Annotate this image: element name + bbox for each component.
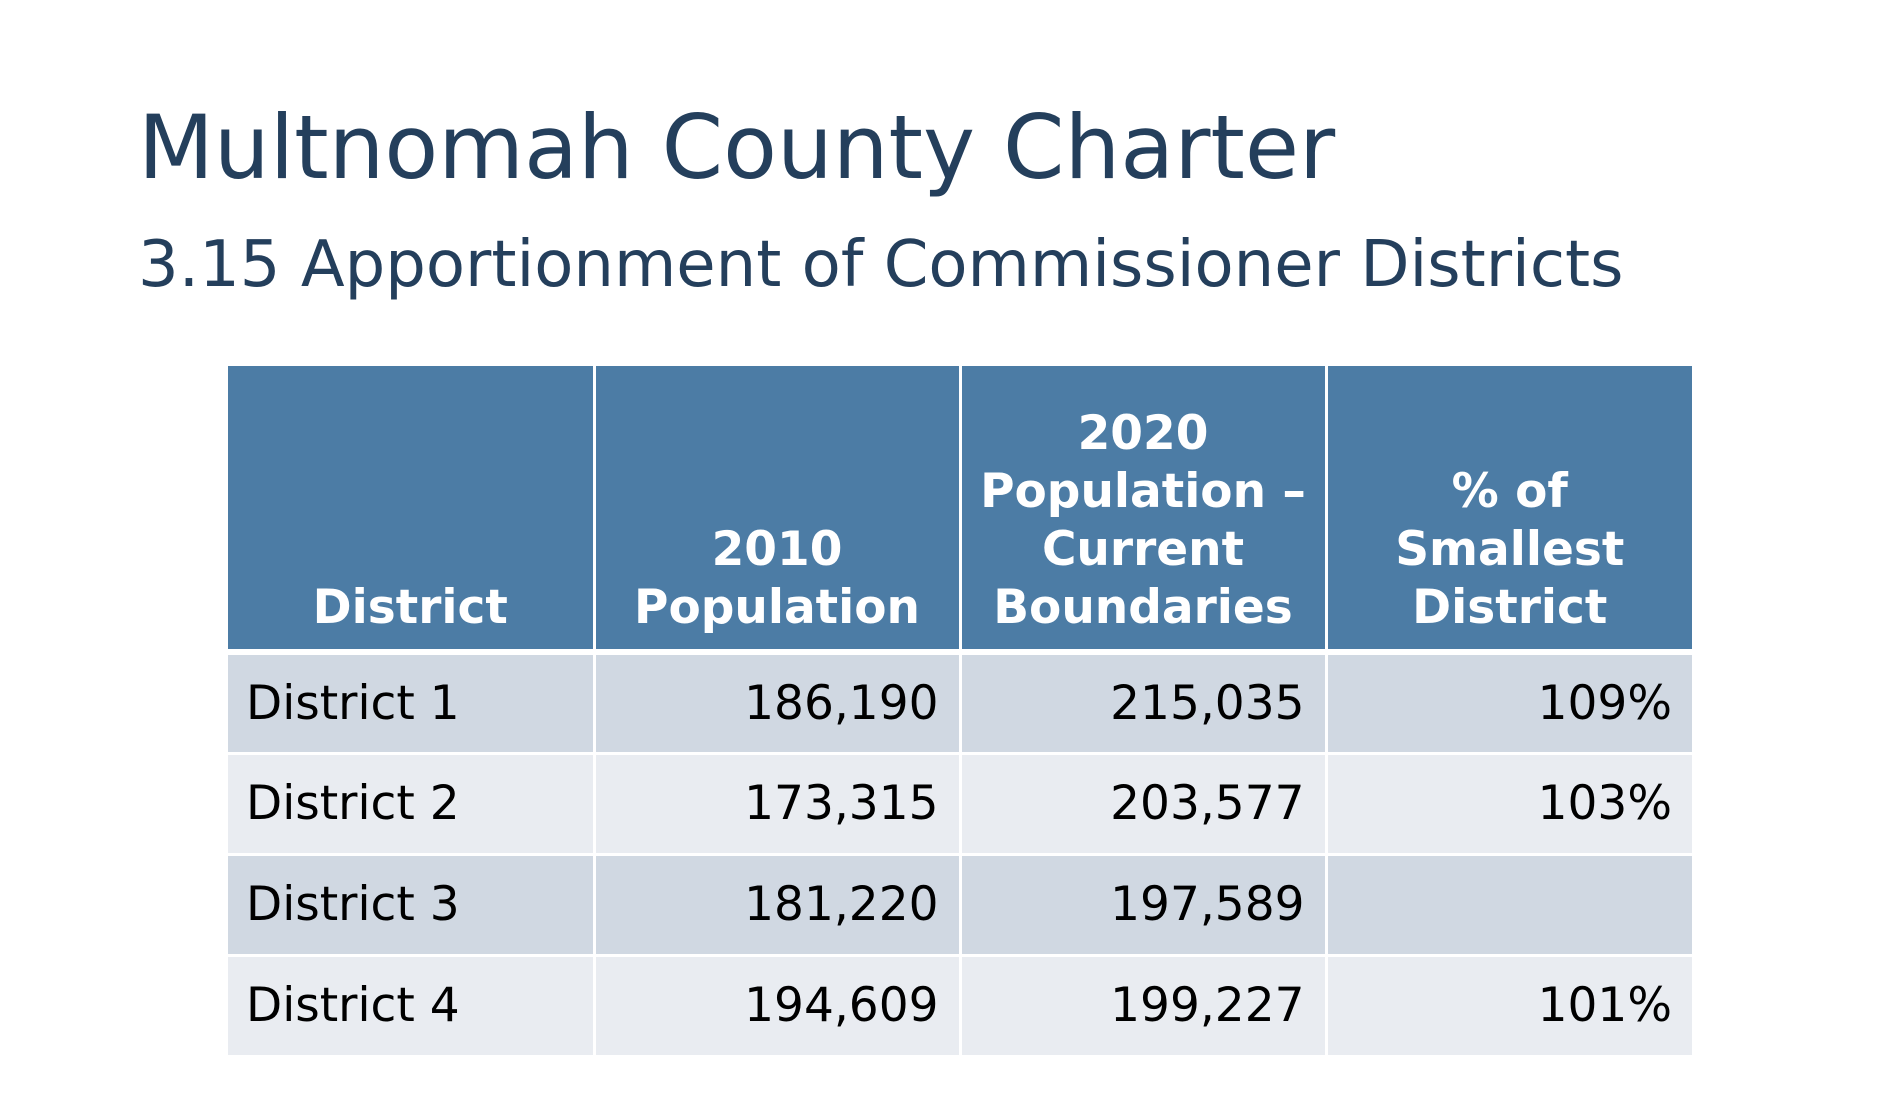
cell-2020-population: 203,577 (960, 753, 1328, 856)
cell-percent-smallest: 103% (1326, 753, 1692, 856)
cell-district: District 2 (228, 753, 596, 856)
cell-2020-population: 197,589 (960, 854, 1328, 957)
cell-2020-population: 215,035 (960, 652, 1328, 755)
table-row: District 3 181,220 197,589 (228, 854, 1692, 957)
cell-percent-smallest: 109% (1326, 652, 1692, 755)
slide-title: Multnomah County Charter (138, 96, 1336, 199)
header-2020-population: 2020 Population – Current Boundaries (960, 366, 1328, 655)
table-header-row: District 2010 Population 2020 Population… (228, 366, 1692, 655)
population-table: District 2010 Population 2020 Population… (228, 366, 1692, 1058)
cell-percent-smallest (1326, 854, 1692, 957)
cell-percent-smallest: 101% (1326, 955, 1692, 1058)
slide-subtitle: 3.15 Apportionment of Commissioner Distr… (138, 228, 1624, 302)
cell-2010-population: 173,315 (594, 753, 962, 856)
header-percent-smallest: % of Smallest District (1326, 366, 1692, 655)
cell-2010-population: 186,190 (594, 652, 962, 755)
cell-2010-population: 194,609 (594, 955, 962, 1058)
table-row: District 2 173,315 203,577 103% (228, 753, 1692, 856)
cell-2020-population: 199,227 (960, 955, 1328, 1058)
header-district: District (228, 366, 596, 655)
table-row: District 4 194,609 199,227 101% (228, 955, 1692, 1058)
cell-district: District 4 (228, 955, 596, 1058)
table-row: District 1 186,190 215,035 109% (228, 652, 1692, 755)
cell-district: District 3 (228, 854, 596, 957)
header-2010-population: 2010 Population (594, 366, 962, 655)
cell-district: District 1 (228, 652, 596, 755)
cell-2010-population: 181,220 (594, 854, 962, 957)
